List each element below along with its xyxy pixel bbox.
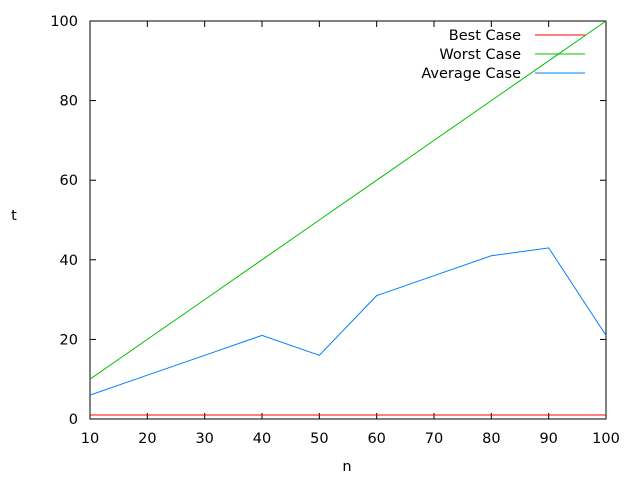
y-tick-label: 20 bbox=[60, 332, 78, 348]
y-tick-label: 80 bbox=[60, 94, 78, 110]
axis-ticks bbox=[89, 20, 607, 420]
y-tick-label: 0 bbox=[69, 412, 78, 428]
y-tick-label: 60 bbox=[60, 173, 78, 189]
series-line-worst-case bbox=[89, 20, 607, 380]
x-tick-label: 30 bbox=[195, 431, 213, 447]
y-axis-label: t bbox=[11, 208, 17, 224]
plot-frame bbox=[89, 20, 607, 420]
tick-labels: 10 20 30 40 50 60 70 80 90 100 0 20 40 60 80 100 bbox=[50, 14, 620, 447]
legend-label-average-case: Average Case bbox=[421, 66, 521, 82]
x-tick-label: 100 bbox=[592, 431, 620, 447]
x-tick-label: 20 bbox=[138, 431, 156, 447]
series-lines bbox=[89, 20, 607, 416]
x-axis-label: n bbox=[342, 459, 351, 475]
y-tick-label: 40 bbox=[60, 253, 78, 269]
x-tick-label: 90 bbox=[539, 431, 557, 447]
legend-label-worst-case: Worst Case bbox=[439, 47, 521, 63]
x-tick-label: 70 bbox=[425, 431, 443, 447]
x-tick-label: 80 bbox=[482, 431, 500, 447]
x-tick-label: 40 bbox=[253, 431, 271, 447]
plot-area bbox=[89, 20, 607, 420]
series-line-average-case bbox=[89, 247, 607, 396]
x-tick-label: 10 bbox=[81, 431, 99, 447]
x-tick-label: 50 bbox=[310, 431, 328, 447]
x-tick-label: 60 bbox=[367, 431, 385, 447]
legend-label-best-case: Best Case bbox=[449, 28, 521, 44]
y-tick-label: 100 bbox=[50, 14, 78, 30]
legend: Best Case Worst Case Average Case bbox=[421, 28, 585, 82]
